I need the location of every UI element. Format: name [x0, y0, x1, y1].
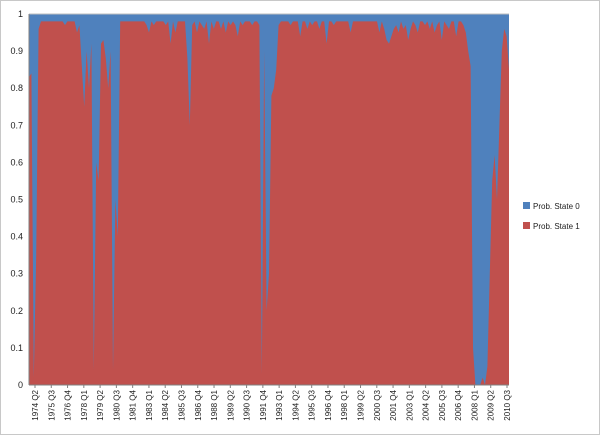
x-tick-label: 1983 Q1 [145, 389, 154, 420]
legend-label: Prob. State 0 [533, 202, 580, 211]
y-tick-labels: 0 0.1 0.2 0.3 0.4 0.5 0.6 0.7 0.8 0.9 1 [10, 9, 23, 390]
x-tick-label: 1985 Q3 [177, 389, 186, 420]
x-tick-label: 1998 Q1 [340, 389, 349, 420]
x-tick-label: 1984 Q2 [161, 389, 170, 420]
y-tick-label: 0.3 [10, 269, 23, 279]
plot-area [29, 14, 509, 385]
x-tick-label: 1974 Q2 [31, 389, 40, 420]
y-tick-label: 0.5 [10, 195, 23, 205]
x-tick-label: 2001 Q4 [389, 389, 398, 420]
legend: Prob. State 0 Prob. State 1 [523, 202, 580, 231]
x-tick-label: 1991 Q4 [259, 389, 268, 420]
x-tick-label: 1990 Q3 [243, 389, 252, 420]
x-tick-label: 2006 Q4 [454, 389, 463, 420]
x-tick-label: 2003 Q1 [405, 389, 414, 420]
x-tick-label: 1986 Q4 [194, 389, 203, 420]
y-tick-label: 0 [18, 380, 23, 390]
x-tick-label: 1989 Q2 [226, 389, 235, 420]
y-tick-label: 0.2 [10, 306, 23, 316]
x-tick-label: 2004 Q2 [422, 389, 431, 420]
x-tick-label: 2005 Q3 [438, 389, 447, 420]
x-tick-label: 1981 Q4 [129, 389, 138, 420]
y-tick-label: 0.1 [10, 343, 23, 353]
x-tick-labels: 1974 Q2 1975 Q3 1976 Q4 1978 Q1 1979 Q2 1980 … [31, 385, 512, 421]
y-tick-label: 1 [18, 9, 23, 19]
x-tick-label: 1978 Q1 [80, 389, 89, 420]
legend-label: Prob. State 1 [533, 222, 580, 231]
axes [28, 13, 509, 386]
x-tick-label: 1999 Q2 [357, 389, 366, 420]
legend-swatch [523, 202, 530, 209]
x-tick-label: 1993 Q1 [275, 389, 284, 420]
x-tick-label: 1979 Q2 [96, 389, 105, 420]
x-tick-label: 1975 Q3 [47, 389, 56, 420]
x-tick-label: 1994 Q2 [291, 389, 300, 420]
y-tick-label: 0.8 [10, 83, 23, 93]
x-tick-label: 1988 Q1 [210, 389, 219, 420]
y-tick-label: 0.6 [10, 157, 23, 167]
x-tick-label: 2008 Q1 [470, 389, 479, 420]
area-prob-state-1 [29, 21, 509, 385]
x-tick-label: 1996 Q4 [324, 389, 333, 420]
x-tick-label: 1976 Q4 [64, 389, 73, 420]
legend-swatch [523, 222, 530, 229]
x-tick-label: 2000 Q3 [373, 389, 382, 420]
x-tick-label: 1995 Q3 [308, 389, 317, 420]
x-tick-label: 1980 Q3 [112, 389, 121, 420]
y-tick-label: 0.7 [10, 120, 23, 130]
x-tick-label: 2009 Q2 [487, 389, 496, 420]
x-tick-label: 2010 Q3 [503, 389, 512, 420]
y-tick-label: 0.4 [10, 232, 23, 242]
y-tick-label: 0.9 [10, 46, 23, 56]
